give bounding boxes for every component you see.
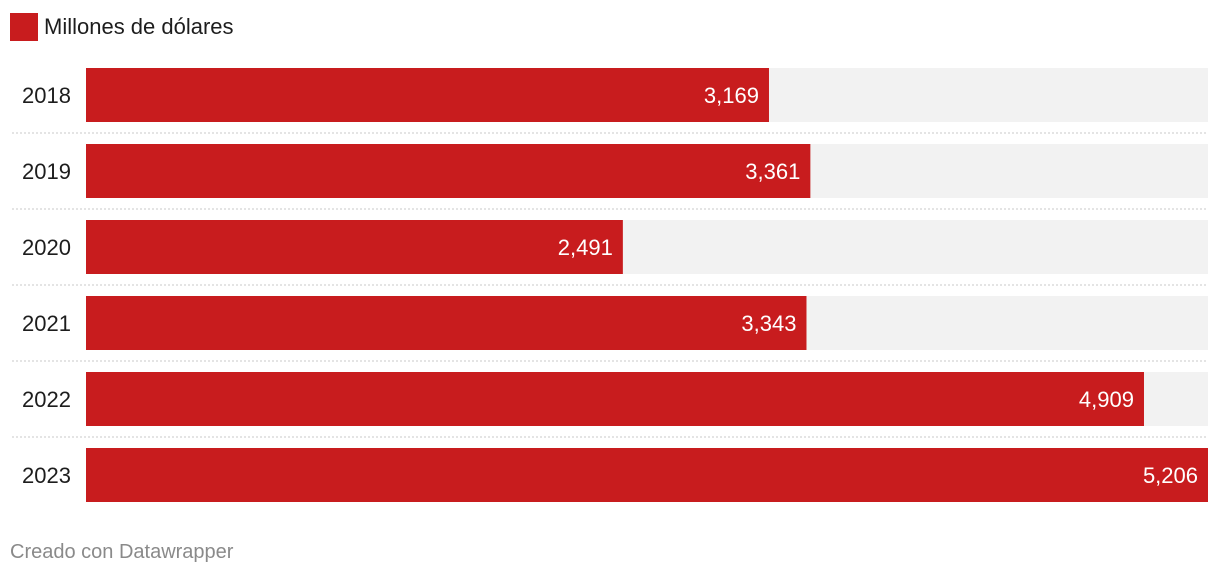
category-label-2020: 2020 xyxy=(22,235,71,260)
value-label-2019: 3,361 xyxy=(745,159,800,184)
bar-2021 xyxy=(86,296,807,350)
chart-legend: Millones de dólares xyxy=(10,12,234,42)
category-label-2022: 2022 xyxy=(22,387,71,412)
bar-2019 xyxy=(86,144,811,198)
category-label-2023: 2023 xyxy=(22,463,71,488)
value-label-2022: 4,909 xyxy=(1079,387,1134,412)
category-label-2018: 2018 xyxy=(22,83,71,108)
legend-swatch xyxy=(10,13,38,41)
legend-label: Millones de dólares xyxy=(44,14,234,39)
value-label-2021: 3,343 xyxy=(741,311,796,336)
bar-2018 xyxy=(86,68,769,122)
value-label-2020: 2,491 xyxy=(558,235,613,260)
bar-2020 xyxy=(86,220,623,274)
bar-2023 xyxy=(86,448,1208,502)
bar-2022 xyxy=(86,372,1144,426)
category-label-2019: 2019 xyxy=(22,159,71,184)
category-label-2021: 2021 xyxy=(22,311,71,336)
footer-credit: Creado con Datawrapper xyxy=(10,541,234,563)
value-label-2018: 3,169 xyxy=(704,83,759,108)
value-label-2023: 5,206 xyxy=(1143,463,1198,488)
